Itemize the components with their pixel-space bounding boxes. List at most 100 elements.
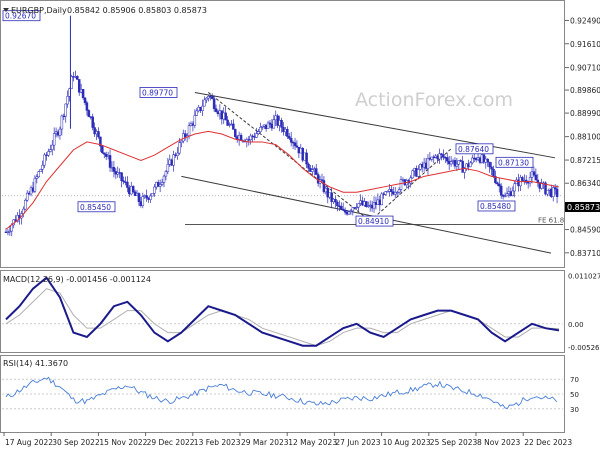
rsi-y-tick-label: 50 (570, 391, 579, 399)
y-tick-label: 0.87215 (570, 156, 600, 165)
ema-layer (5, 130, 560, 230)
y-tick-label: 0.88100 (570, 133, 600, 142)
candle-body (16, 215, 19, 222)
candle-body (322, 180, 326, 193)
y-tick-label: 0.83710 (570, 249, 600, 258)
candle-body (141, 196, 145, 206)
rsi-title: RSI(14) 41.3670 (3, 359, 68, 368)
rsi-layer (2, 376, 563, 410)
candle-body (193, 115, 197, 126)
candle-body (178, 142, 181, 154)
candle-body (314, 168, 318, 175)
macd-signal-line (5, 288, 560, 347)
x-tick-label: 12 May 2023 (288, 438, 337, 447)
channel-lower-line (181, 175, 552, 254)
candle-body (255, 133, 258, 138)
price-label: 0.84910 (358, 217, 389, 226)
candle-body (534, 174, 538, 181)
annotations-layer: 0.92670 0.89770 0.85450 0.84910 0.87640 0.871… (2, 10, 564, 227)
candle-body (176, 152, 179, 156)
candle-body (126, 181, 129, 188)
candle-body (320, 179, 324, 181)
macd-y-axis: 0.011027 0.00 -0.005267 (568, 272, 600, 352)
candle-body (153, 186, 156, 194)
candle-body (486, 158, 489, 163)
price-label-box (77, 201, 116, 213)
candle-body (39, 169, 42, 172)
candle-body (43, 154, 46, 166)
candle-body (205, 97, 208, 101)
candle-body (210, 96, 214, 99)
candle-body (471, 157, 474, 164)
candle-body (355, 206, 358, 209)
candle-body (395, 191, 399, 194)
candle-body (555, 188, 559, 197)
x-tick-label: 17 Aug 2022 (5, 438, 53, 447)
candle-body (351, 207, 355, 212)
candle-body (268, 122, 272, 125)
rsi-panel-frame (0, 355, 565, 433)
candle-body (160, 182, 164, 185)
candle-body (397, 189, 401, 193)
candle-body (151, 193, 154, 197)
candle-body (228, 124, 231, 126)
candle-body (172, 154, 175, 166)
candles-layer (4, 15, 559, 237)
rsi-line (5, 376, 558, 409)
candle-body (490, 166, 493, 170)
candle-body (532, 171, 536, 176)
candle-body (224, 112, 227, 121)
candle-body (440, 153, 443, 155)
price-label-box (139, 87, 178, 98)
candle-body (183, 133, 187, 138)
collapse-triangle-icon[interactable] (3, 8, 9, 12)
price-label: 0.85450 (80, 203, 111, 212)
candle-body (386, 191, 389, 193)
price-label: 0.92670 (5, 12, 36, 21)
candle-body (336, 201, 339, 207)
main-y-axis: 0.92490 0.91610 0.90710 0.89860 0.88990 0.881… (565, 16, 600, 258)
y-tick-label: 0.90710 (570, 64, 600, 73)
candle-body (496, 182, 499, 185)
x-tick-label: 13 Feb 2023 (194, 438, 241, 447)
macd-main-line (5, 276, 560, 347)
candle-body (180, 140, 183, 143)
candle-body (341, 208, 345, 211)
y-tick-label: 0.84590 (570, 226, 600, 235)
candle-body (64, 103, 67, 117)
candle-body (293, 142, 297, 147)
candle-body (457, 160, 461, 165)
rsi-y-axis: 70 50 30 (570, 376, 579, 414)
candle-body (311, 169, 314, 172)
symbol-label: EURGBP,Daily (11, 6, 67, 15)
main-panel-frame (0, 0, 565, 268)
channel-upper-line (194, 91, 556, 159)
x-tick-label: 10 Aug 2023 (383, 438, 431, 447)
candle-body (286, 129, 289, 137)
candle-body (357, 203, 360, 208)
candle-body (137, 193, 141, 202)
candle-body (349, 210, 353, 212)
x-tick-label: 25 Sep 2023 (430, 438, 478, 447)
candle-body (390, 189, 393, 193)
macd-y-tick-label: 0.00 (568, 321, 584, 329)
candle-body (289, 138, 293, 143)
candle-body (492, 168, 495, 177)
candle-body (393, 192, 397, 195)
candle-body (93, 127, 96, 135)
candle-body (145, 195, 148, 199)
candle-body (81, 89, 85, 99)
candle-body (131, 186, 135, 193)
candle-body (528, 177, 532, 184)
candle-body (99, 136, 102, 147)
candle-body (41, 164, 44, 170)
candle-body (438, 153, 441, 160)
price-label-box (477, 200, 516, 212)
candle-body (52, 133, 56, 146)
watermark: ActionForex.com (355, 89, 513, 111)
candle-body (212, 98, 216, 109)
macd-y-tick-label: -0.005267 (568, 344, 600, 352)
diagonal-dashed-line (208, 92, 371, 222)
candle-body (316, 174, 320, 184)
candle-body (35, 176, 39, 179)
